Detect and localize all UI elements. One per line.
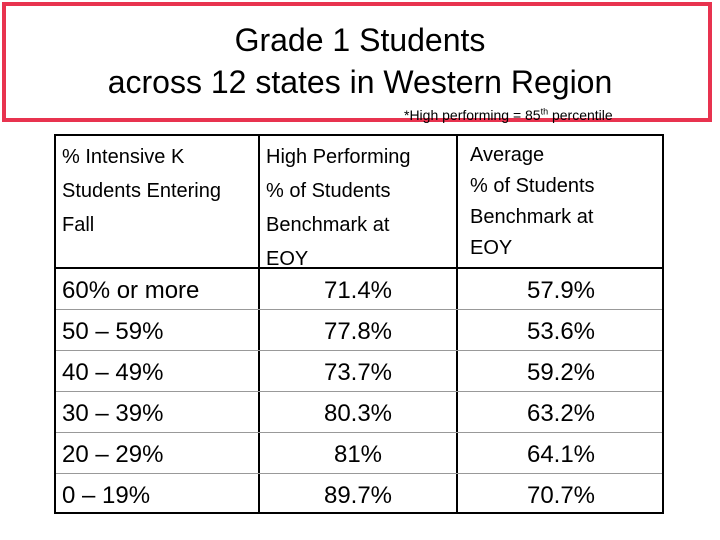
footnote: *High performing = 85th percentile — [404, 106, 613, 124]
row-divider — [56, 350, 662, 351]
header-line: Fall — [62, 214, 95, 236]
header-line: High Performing — [266, 146, 411, 168]
row-range: 20 – 29% — [62, 441, 164, 468]
column-divider — [258, 136, 260, 512]
header-high-performing: High Performing % of Students Benchmark … — [266, 140, 452, 276]
header-line: % of Students — [266, 180, 391, 202]
title-box — [2, 2, 712, 122]
row-average-value: 57.9% — [526, 277, 596, 304]
column-divider — [456, 136, 458, 512]
row-high-value: 77.8% — [323, 318, 393, 345]
results-table: % Intensive K Students Entering Fall Hig… — [54, 134, 664, 514]
row-range: 30 – 39% — [62, 400, 164, 427]
row-average-value: 70.7% — [526, 482, 596, 509]
row-average-value: 63.2% — [526, 400, 596, 427]
row-range: 50 – 59% — [62, 318, 164, 345]
row-divider — [56, 432, 662, 433]
header-line: % Intensive K — [62, 146, 185, 168]
header-line: Students Entering — [62, 180, 221, 202]
header-line: Average — [470, 144, 545, 166]
row-high-value: 81% — [333, 441, 383, 468]
header-line: Benchmark at — [266, 214, 390, 236]
row-divider — [56, 473, 662, 474]
row-high-value: 71.4% — [323, 277, 393, 304]
row-high-value: 73.7% — [323, 359, 393, 386]
footnote-superscript: th — [540, 106, 549, 117]
header-line: EOY — [266, 248, 309, 270]
footnote-suffix: percentile — [548, 107, 613, 123]
slide-title-line-1: Grade 1 Students — [234, 22, 486, 58]
row-range: 0 – 19% — [62, 482, 151, 509]
header-average: Average % of Students Benchmark at EOY — [470, 140, 660, 264]
header-line: % of Students — [470, 175, 595, 197]
header-line: EOY — [470, 237, 513, 259]
row-average-value: 64.1% — [526, 441, 596, 468]
slide-title-line-2: across 12 states in Western Region — [107, 64, 613, 100]
row-high-value: 80.3% — [323, 400, 393, 427]
row-range: 40 – 49% — [62, 359, 164, 386]
row-divider — [56, 391, 662, 392]
header-intensive-k: % Intensive K Students Entering Fall — [62, 140, 256, 242]
header-line: Benchmark at — [470, 206, 594, 228]
row-high-value: 89.7% — [323, 482, 393, 509]
row-divider — [56, 309, 662, 310]
row-range: 60% or more — [62, 277, 200, 304]
row-average-value: 53.6% — [526, 318, 596, 345]
footnote-prefix: *High performing = 85 — [404, 107, 541, 123]
row-average-value: 59.2% — [526, 359, 596, 386]
header-divider — [56, 267, 662, 269]
